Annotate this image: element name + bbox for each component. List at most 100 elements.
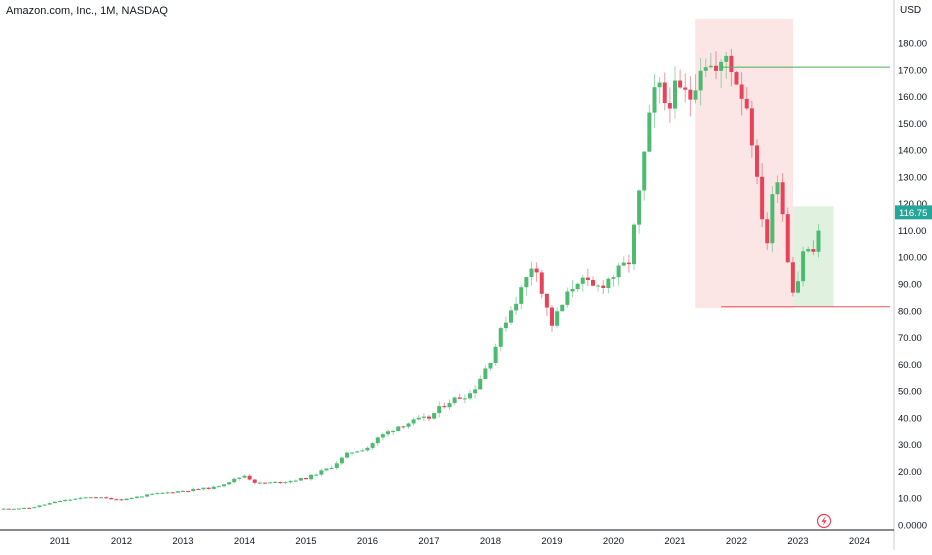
candle-body[interactable] xyxy=(642,151,647,191)
candle-body[interactable] xyxy=(483,368,488,379)
candle-body[interactable] xyxy=(714,65,718,71)
candle-body[interactable] xyxy=(17,508,21,510)
candle-body[interactable] xyxy=(478,378,483,390)
candle-body[interactable] xyxy=(160,492,165,494)
candle-body[interactable] xyxy=(534,268,539,273)
candle-body[interactable] xyxy=(350,452,355,454)
candle-body[interactable] xyxy=(309,474,314,480)
candle-body[interactable] xyxy=(616,265,621,278)
candle-body[interactable] xyxy=(801,251,806,282)
candle-body[interactable] xyxy=(457,397,462,399)
candle-body[interactable] xyxy=(268,482,273,484)
candle-body[interactable] xyxy=(355,451,360,453)
candle-body[interactable] xyxy=(647,112,652,152)
candle-body[interactable] xyxy=(442,406,447,408)
candle-body[interactable] xyxy=(247,475,252,480)
candle-body[interactable] xyxy=(637,190,642,225)
candle-body[interactable] xyxy=(524,277,529,288)
candle-body[interactable] xyxy=(191,488,196,491)
candle-body[interactable] xyxy=(257,482,262,484)
candle-body[interactable] xyxy=(416,417,421,420)
candle-body[interactable] xyxy=(473,389,478,394)
candle-body[interactable] xyxy=(73,498,78,500)
candle-body[interactable] xyxy=(401,426,406,428)
candle-body[interactable] xyxy=(206,487,211,489)
candle-body[interactable] xyxy=(626,262,631,265)
candle-body[interactable] xyxy=(119,499,124,501)
candle-body[interactable] xyxy=(11,508,16,510)
candle-body[interactable] xyxy=(37,505,42,508)
candle-body[interactable] xyxy=(662,82,667,104)
candle-body[interactable] xyxy=(175,491,180,493)
candle-body[interactable] xyxy=(698,70,703,91)
candle-body[interactable] xyxy=(319,470,324,475)
candle-body[interactable] xyxy=(811,249,816,252)
candle-body[interactable] xyxy=(493,346,498,363)
candle-body[interactable] xyxy=(739,84,744,99)
candle-body[interactable] xyxy=(155,493,160,495)
candle-body[interactable] xyxy=(211,486,216,489)
candle-body[interactable] xyxy=(181,490,185,492)
candle-body[interactable] xyxy=(391,430,396,432)
candle-body[interactable] xyxy=(585,277,590,280)
candle-body[interactable] xyxy=(719,61,724,71)
candle-body[interactable] xyxy=(124,498,129,501)
candle-body[interactable] xyxy=(570,289,575,292)
candle-body[interactable] xyxy=(278,481,283,484)
candle-body[interactable] xyxy=(242,475,247,478)
candle-body[interactable] xyxy=(775,182,780,195)
candle-body[interactable] xyxy=(375,437,380,444)
candle-body[interactable] xyxy=(22,507,27,509)
candle-body[interactable] xyxy=(165,492,170,494)
candle-body[interactable] xyxy=(575,283,580,290)
candle-body[interactable] xyxy=(365,447,370,451)
candle-body[interactable] xyxy=(52,501,57,504)
candle-body[interactable] xyxy=(227,482,232,485)
candle-body[interactable] xyxy=(293,480,298,482)
candle-body[interactable] xyxy=(273,481,278,483)
candle-body[interactable] xyxy=(703,67,708,71)
candle-body[interactable] xyxy=(104,497,109,499)
candle-body[interactable] xyxy=(509,310,513,323)
candle-body[interactable] xyxy=(32,507,37,509)
candle-body[interactable] xyxy=(196,488,201,490)
candle-body[interactable] xyxy=(370,443,375,448)
candle-body[interactable] xyxy=(544,293,549,308)
candle-body[interactable] xyxy=(129,498,134,500)
candle-body[interactable] xyxy=(237,477,242,479)
candle-body[interactable] xyxy=(657,82,662,88)
candle-body[interactable] xyxy=(555,311,560,326)
candle-body[interactable] xyxy=(621,262,626,266)
candle-body[interactable] xyxy=(88,497,93,499)
candle-body[interactable] xyxy=(468,393,472,399)
candle-body[interactable] xyxy=(1,508,6,510)
candle-body[interactable] xyxy=(519,287,524,304)
candle-body[interactable] xyxy=(201,487,206,490)
candle-body[interactable] xyxy=(304,478,308,480)
candle-body[interactable] xyxy=(134,496,139,499)
candle-body[interactable] xyxy=(580,277,585,284)
candle-body[interactable] xyxy=(688,89,693,100)
candle-body[interactable] xyxy=(488,362,493,369)
candle-body[interactable] xyxy=(498,328,503,347)
candle-body[interactable] xyxy=(765,219,770,244)
candle-body[interactable] xyxy=(673,80,677,109)
candle-body[interactable] xyxy=(329,467,334,469)
candle-body[interactable] xyxy=(678,80,683,88)
candle-body[interactable] xyxy=(114,499,119,501)
candle-body[interactable] xyxy=(806,249,811,252)
candle-body[interactable] xyxy=(708,65,713,68)
candle-body[interactable] xyxy=(222,484,226,487)
candle-body[interactable] xyxy=(170,492,175,494)
candle-body[interactable] xyxy=(216,486,221,488)
candle-body[interactable] xyxy=(380,434,385,438)
candle-body[interactable] xyxy=(503,322,508,329)
candle-body[interactable] xyxy=(27,507,32,509)
candle-body[interactable] xyxy=(411,419,416,424)
candle-body[interactable] xyxy=(744,98,749,109)
candle-body[interactable] xyxy=(263,482,267,484)
candle-body[interactable] xyxy=(232,478,237,483)
candle-body[interactable] xyxy=(6,508,11,510)
candle-body[interactable] xyxy=(760,176,765,220)
